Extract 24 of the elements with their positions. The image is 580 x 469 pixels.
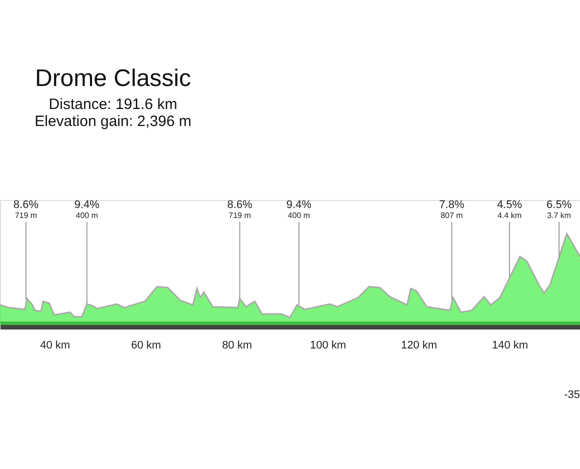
- annotation: 7.8%: [439, 198, 464, 211]
- annotation: 8.6%: [13, 198, 39, 211]
- text: -35: [564, 389, 580, 401]
- chart-title: Drome Classic: [34, 64, 192, 92]
- annotation: 8.6%: [227, 198, 252, 211]
- text: 400 m: [288, 210, 310, 220]
- text: 4.4 km: [497, 210, 522, 220]
- text: 719 m: [228, 210, 252, 220]
- text: 400 m: [76, 210, 98, 220]
- text: Distance: 191.6 km: [48, 96, 178, 113]
- text: Elevation gain: 2,396 m: [34, 112, 192, 130]
- x-tick-label: 100 km: [310, 340, 346, 352]
- annotation: 9.4%: [74, 198, 100, 211]
- x-tick-label: 80 km: [222, 340, 252, 352]
- annotation: 4.5%: [496, 198, 522, 211]
- x-tick-label: 60 km: [131, 340, 162, 352]
- text: 719 m: [14, 210, 38, 220]
- text: 3.7 km: [547, 210, 572, 220]
- annotation: 6.5%: [546, 198, 572, 211]
- x-tick-label: 40 km: [40, 340, 70, 352]
- x-tick-label: 140 km: [492, 340, 528, 352]
- text: 807 m: [440, 210, 464, 220]
- annotation: 9.4%: [286, 198, 312, 211]
- x-tick-label: 120 km: [400, 340, 438, 352]
